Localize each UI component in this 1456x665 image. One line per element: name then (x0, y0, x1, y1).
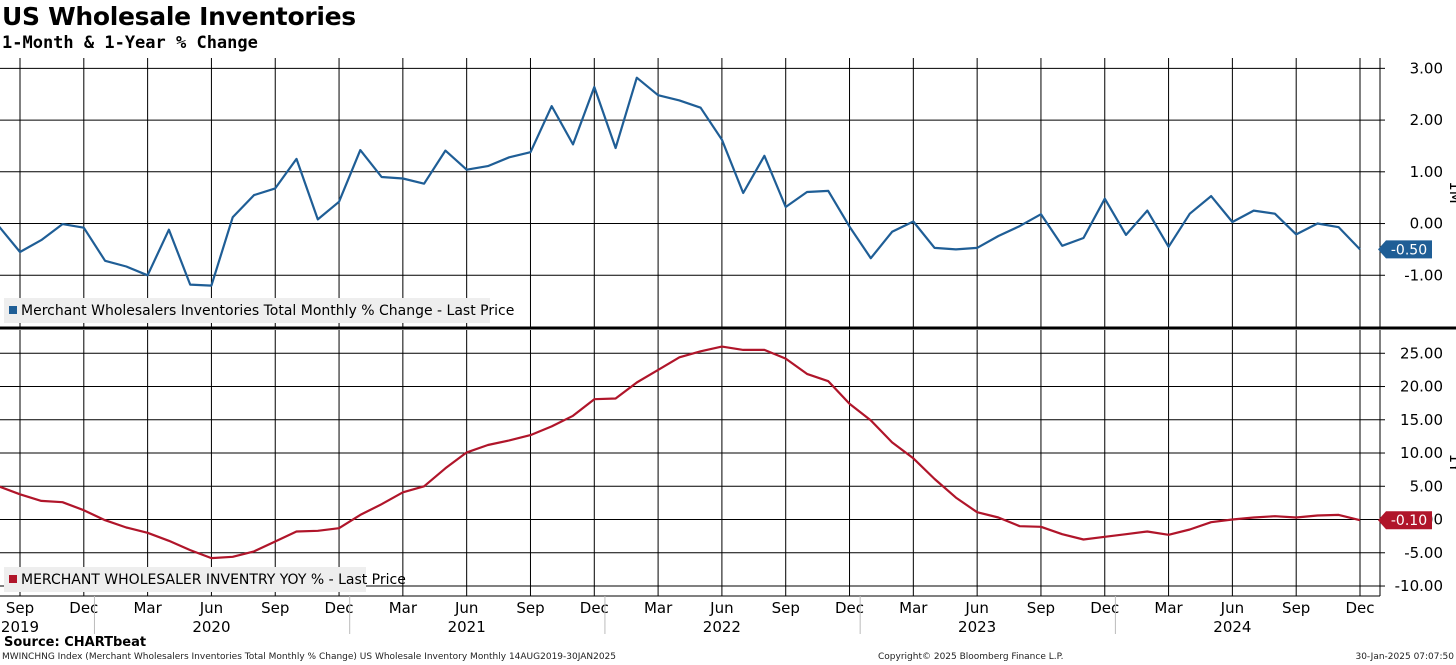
x-tick-label: Dec (325, 599, 354, 617)
y-tick-label: -5.00 (1404, 544, 1443, 562)
y-tick-label: -10.00 (1395, 577, 1443, 595)
y-tick-label: 0.00 (1410, 215, 1443, 233)
panel-axis-label: 1Y (1446, 454, 1456, 474)
legend-box (4, 567, 366, 592)
x-tick-label: Sep (6, 599, 34, 617)
y-tick-label: 1.00 (1410, 163, 1443, 181)
chart-canvas: 3.00 2.00 1.00 0.00 -1.00 -0.50 1M Merchant Who… (0, 58, 1456, 636)
x-year-label: 2023 (958, 618, 996, 636)
legend-label: Merchant Wholesalers Inventories Total M… (21, 303, 514, 319)
x-year-label: 2022 (703, 618, 741, 636)
y-tick-label: -1.00 (1404, 266, 1443, 284)
x-tick-label: Sep (772, 599, 800, 617)
x-tick-label: Jun (709, 599, 733, 617)
last-value-tag (1378, 240, 1432, 259)
legend-swatch (9, 575, 17, 583)
series-line-1M (0, 76, 1361, 287)
x-year-label: 2024 (1213, 618, 1251, 636)
y-tick-label: 5.00 (1410, 477, 1443, 495)
panel-axis-label: 1M (1446, 181, 1456, 204)
x-year-label: 2019 (1, 618, 39, 636)
y-tick-label: 25.00 (1400, 344, 1443, 362)
x-year-label: 2020 (192, 618, 230, 636)
last-value-label: -0.50 (1391, 242, 1427, 258)
x-tick-label: Sep (261, 599, 289, 617)
x-tick-label: Jun (199, 599, 223, 617)
series-line-1Y (0, 345, 1361, 560)
x-tick-label: Mar (899, 599, 928, 617)
y-tick-label: 10.00 (1400, 444, 1443, 462)
x-tick-label: Sep (1027, 599, 1055, 617)
x-tick-label: Jun (1220, 599, 1244, 617)
x-tick-label: Dec (69, 599, 98, 617)
y-tick-label: 20.00 (1400, 378, 1443, 396)
timestamp: 30-Jan-2025 07:07:50 (1355, 652, 1454, 662)
x-tick-label: Jun (964, 599, 988, 617)
legend-box (4, 298, 490, 323)
last-value-label: -0.10 (1391, 513, 1427, 529)
x-tick-label: Dec (1090, 599, 1119, 617)
x-tick-label: Mar (1154, 599, 1183, 617)
x-tick-label: Jun (454, 599, 478, 617)
source-label: Source: CHARTbeat (4, 635, 147, 650)
x-tick-label: Dec (1345, 599, 1374, 617)
y-tick-label: 2.00 (1410, 111, 1443, 129)
x-year-label: 2021 (448, 618, 486, 636)
x-tick-label: Mar (389, 599, 418, 617)
x-tick-label: Dec (835, 599, 864, 617)
chart-subtitle: 1-Month & 1-Year % Change (2, 33, 258, 53)
x-tick-label: Sep (1282, 599, 1310, 617)
index-note: MWINCHNG Index (Merchant Wholesalers Inv… (2, 652, 617, 662)
x-tick-label: Mar (133, 599, 162, 617)
x-tick-label: Dec (580, 599, 609, 617)
legend-label: MERCHANT WHOLESALER INVENTRY YOY % - Las… (21, 572, 406, 588)
y-tick-label: 3.00 (1410, 59, 1443, 77)
chart-title: US Wholesale Inventories (2, 2, 356, 31)
x-tick-label: Mar (644, 599, 673, 617)
last-value-tag (1378, 511, 1432, 530)
y-tick-label: 15.00 (1400, 411, 1443, 429)
x-tick-label: Sep (516, 599, 544, 617)
copyright-note: Copyright© 2025 Bloomberg Finance L.P. (878, 652, 1064, 662)
legend-swatch (9, 306, 17, 314)
